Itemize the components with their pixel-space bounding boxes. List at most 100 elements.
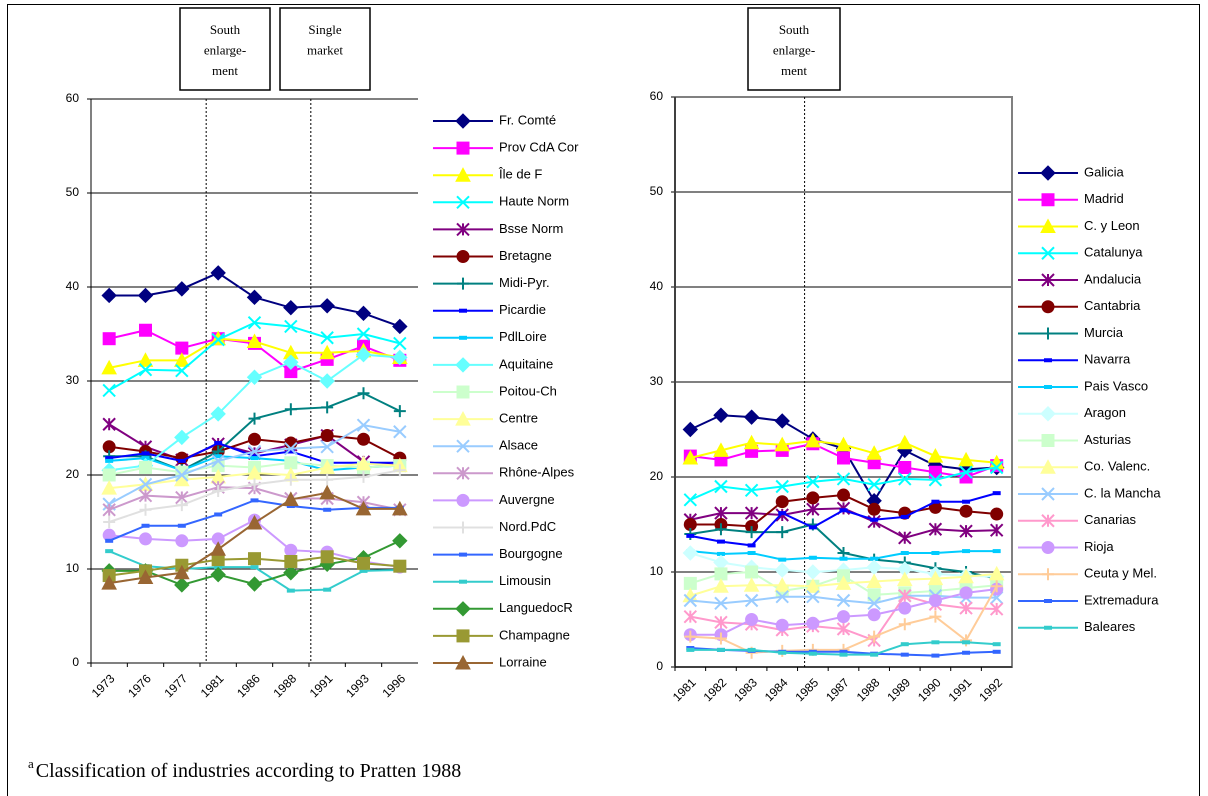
y-tick-label: 10 (66, 561, 80, 575)
x-tick-label: 1973 (89, 671, 118, 700)
data-point (958, 568, 974, 584)
y-tick-label: 20 (650, 469, 664, 483)
data-point (284, 441, 298, 456)
y-tick-label: 50 (650, 184, 664, 198)
y-tick-label: 40 (650, 279, 664, 293)
data-point (682, 545, 699, 561)
legend-label: Canarias (1084, 512, 1137, 527)
legend-marker (456, 439, 470, 453)
data-point (837, 610, 850, 624)
legend-marker (455, 411, 471, 426)
data-point (137, 352, 154, 367)
data-point (246, 333, 263, 349)
legend-label: C. y Leon (1084, 218, 1140, 233)
data-point (282, 491, 299, 506)
data-point (355, 500, 372, 516)
data-point (744, 506, 759, 520)
data-point (393, 559, 407, 573)
data-point (898, 461, 912, 474)
data-point (283, 354, 299, 370)
data-point (210, 541, 227, 556)
x-tick-label: 1982 (701, 675, 730, 704)
data-point (958, 451, 974, 467)
data-point (714, 523, 727, 536)
data-point (357, 387, 370, 400)
legend-marker (456, 629, 470, 643)
data-point (898, 472, 912, 486)
data-point (246, 289, 263, 306)
data-point (247, 316, 262, 330)
legend-label: Navarra (1084, 352, 1131, 367)
data-point (357, 470, 370, 483)
y-tick-label: 20 (66, 467, 80, 481)
legend-marker (1041, 193, 1055, 207)
data-point (775, 589, 789, 604)
data-point (392, 349, 408, 366)
y-tick-label: 30 (650, 374, 664, 388)
legend-label: Poitou-Ch (499, 383, 557, 398)
data-point (713, 578, 729, 593)
data-point (103, 516, 116, 528)
data-point (867, 502, 881, 516)
data-point (139, 532, 152, 546)
y-tick-label: 0 (656, 659, 663, 673)
data-point (321, 401, 334, 414)
data-point (775, 495, 789, 509)
data-point (320, 440, 334, 454)
data-point (175, 468, 189, 482)
data-point (805, 564, 821, 580)
data-point (898, 531, 912, 545)
data-point (714, 596, 728, 611)
data-point (210, 566, 226, 583)
data-point (284, 473, 297, 486)
legend-marker (1040, 406, 1056, 422)
x-tick-label: 1991 (307, 671, 336, 700)
x-tick-label: 1983 (731, 675, 760, 704)
footnote: a Classification of industries according … (28, 756, 461, 782)
data-point (248, 412, 261, 425)
legend-marker (1041, 487, 1055, 501)
legend-marker (1040, 218, 1056, 233)
data-point (837, 488, 850, 502)
data-point (744, 483, 759, 498)
footnote-marker: a (28, 756, 34, 771)
annotation-text: enlarge- (204, 42, 246, 57)
data-point (246, 576, 263, 592)
legend-marker (456, 493, 470, 507)
data-point (248, 432, 261, 446)
data-point (989, 602, 1004, 616)
annotation-text: enlarge- (773, 42, 815, 57)
data-point (246, 514, 263, 530)
data-point (774, 577, 791, 592)
legend-label: Bretagne (499, 248, 552, 263)
data-point (173, 352, 190, 367)
data-point (319, 484, 336, 500)
legend-marker (456, 466, 470, 481)
legend-label: Co. Valenc. (1084, 459, 1150, 474)
data-point (357, 556, 370, 570)
data-point (175, 363, 189, 378)
data-point (393, 405, 406, 418)
data-point (745, 613, 759, 626)
legend-marker (455, 654, 471, 670)
legend-marker (1041, 300, 1055, 314)
data-point (989, 460, 1004, 475)
data-point (284, 436, 298, 450)
data-point (319, 373, 335, 389)
legend-label: Prov CdA Cor (499, 140, 579, 155)
data-point (775, 618, 789, 632)
data-point (392, 318, 408, 335)
legend-label: Picardie (499, 302, 546, 317)
data-point (990, 580, 1003, 593)
data-point (102, 503, 116, 517)
data-point (959, 465, 973, 479)
legend-label: Pais Vasco (1084, 378, 1148, 393)
footnote-text: Classification of industries according t… (36, 760, 461, 782)
annotation-text: ment (781, 63, 807, 78)
y-tick-label: 60 (66, 91, 80, 105)
data-point (174, 429, 190, 446)
data-point (212, 484, 225, 497)
data-point (356, 327, 371, 341)
